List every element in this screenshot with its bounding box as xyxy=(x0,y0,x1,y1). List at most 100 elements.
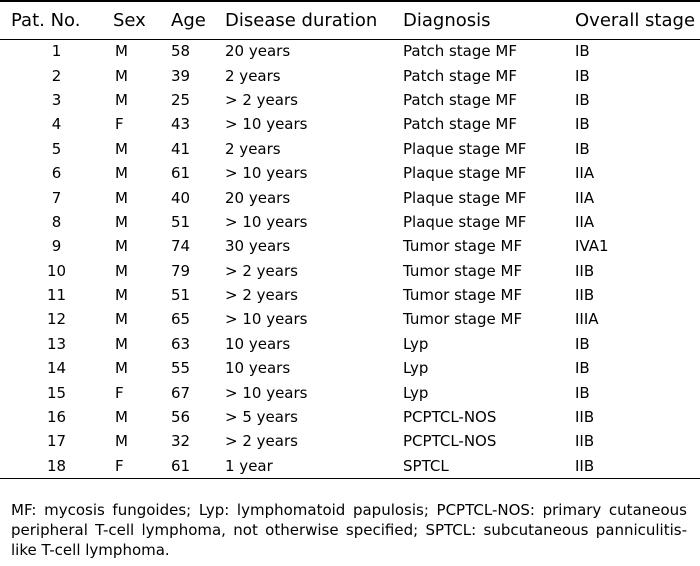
cell-diagnosis: Lyp xyxy=(403,383,429,402)
cell-overall-stage: IIA xyxy=(575,212,595,231)
cell-disease-duration: > 10 years xyxy=(225,310,308,329)
cell-disease-duration: 1 year xyxy=(225,453,403,479)
cell-pat-no: 11 xyxy=(46,286,67,305)
cell-sex: M xyxy=(115,408,128,427)
cell-diagnosis: PCPTCL-NOS xyxy=(403,408,497,427)
cell-age: 61 xyxy=(171,453,225,479)
patient-table-container: Pat. No. Sex Age Disease duration Diagno… xyxy=(0,0,700,479)
cell-diagnosis: Plaque stage MF xyxy=(403,188,527,207)
cell-sex: F xyxy=(115,115,124,134)
cell-sex: M xyxy=(115,188,128,207)
cell-sex: M xyxy=(115,139,128,158)
cell-sex: M xyxy=(115,42,128,61)
cell-sex: M xyxy=(115,310,128,329)
cell-age: 74 xyxy=(171,237,191,256)
cell-sex: M xyxy=(115,90,128,109)
cell-pat-no: 8 xyxy=(51,212,62,231)
cell-overall-stage: IIB xyxy=(575,453,700,479)
cell-diagnosis: Tumor stage MF xyxy=(403,261,523,280)
cell-overall-stage: IB xyxy=(575,115,590,134)
cell-disease-duration: > 2 years xyxy=(225,286,298,305)
cell-pat-no: 17 xyxy=(46,432,67,451)
table-row: 7 M 40 20 years Plaque stage MF IIA xyxy=(0,185,700,209)
cell-overall-stage: IVA1 xyxy=(575,237,609,256)
cell-pat-no: 9 xyxy=(51,237,62,256)
cell-pat-no: 4 xyxy=(51,115,62,134)
cell-pat-no: 2 xyxy=(51,66,62,85)
cell-overall-stage: IB xyxy=(575,334,590,353)
cell-pat-no: 14 xyxy=(46,359,67,378)
cell-sex: M xyxy=(115,286,128,305)
table-body: 1 M 58 20 years Patch stage MF IB 2 M 39 2 years P… xyxy=(0,39,700,479)
cell-diagnosis: Plaque stage MF xyxy=(403,139,527,158)
patient-table: Pat. No. Sex Age Disease duration Diagno… xyxy=(0,0,700,479)
cell-overall-stage: IIB xyxy=(575,261,595,280)
table-row: 17 M 32 > 2 years PCPTCL-NOS IIB xyxy=(0,429,700,453)
cell-diagnosis: Plaque stage MF xyxy=(403,164,527,183)
cell-diagnosis: PCPTCL-NOS xyxy=(403,432,497,451)
cell-diagnosis: Plaque stage MF xyxy=(403,212,527,231)
cell-pat-no: 1 xyxy=(51,42,62,61)
cell-sex: F xyxy=(113,453,171,479)
cell-overall-stage: IIA xyxy=(575,164,595,183)
header-pat-no: Pat. No. xyxy=(0,0,113,40)
cell-age: 65 xyxy=(171,310,191,329)
cell-disease-duration: 10 years xyxy=(225,334,291,353)
cell-disease-duration: > 10 years xyxy=(225,115,308,134)
header-diagnosis: Diagnosis xyxy=(403,0,575,40)
cell-sex: M xyxy=(115,432,128,451)
cell-sex: M xyxy=(115,212,128,231)
table-row: 4 F 43 > 10 years Patch stage MF IB xyxy=(0,112,700,136)
cell-pat-no: 7 xyxy=(51,188,62,207)
table-row: 10 M 79 > 2 years Tumor stage MF IIB xyxy=(0,259,700,283)
table-row: 3 M 25 > 2 years Patch stage MF IB xyxy=(0,88,700,112)
cell-age: 63 xyxy=(171,334,191,353)
cell-diagnosis: Lyp xyxy=(403,334,429,353)
cell-age: 55 xyxy=(171,359,191,378)
cell-sex: M xyxy=(115,334,128,353)
cell-age: 39 xyxy=(171,66,191,85)
cell-age: 79 xyxy=(171,261,191,280)
table-header: Pat. No. Sex Age Disease duration Diagno… xyxy=(0,0,700,40)
cell-age: 56 xyxy=(171,408,191,427)
cell-age: 61 xyxy=(171,164,191,183)
header-age: Age xyxy=(171,0,225,40)
cell-overall-stage: IB xyxy=(575,139,590,158)
cell-age: 43 xyxy=(171,115,191,134)
cell-sex: M xyxy=(115,359,128,378)
table-row: 18 F 61 1 year SPTCL IIB xyxy=(0,453,700,479)
table-row: 11 M 51 > 2 years Tumor stage MF IIB xyxy=(0,283,700,307)
cell-age: 67 xyxy=(171,383,191,402)
cell-age: 51 xyxy=(171,212,191,231)
cell-sex: F xyxy=(115,383,124,402)
cell-pat-no: 3 xyxy=(51,90,62,109)
cell-age: 25 xyxy=(171,90,191,109)
cell-disease-duration: > 5 years xyxy=(225,408,298,427)
table-row: 6 M 61 > 10 years Plaque stage MF IIA xyxy=(0,161,700,185)
cell-overall-stage: IIB xyxy=(575,286,595,305)
cell-disease-duration: > 10 years xyxy=(225,164,308,183)
cell-disease-duration: 20 years xyxy=(225,42,291,61)
header-row: Pat. No. Sex Age Disease duration Diagno… xyxy=(0,0,700,40)
cell-diagnosis: Patch stage MF xyxy=(403,66,517,85)
cell-pat-no: 12 xyxy=(46,310,67,329)
cell-diagnosis: Tumor stage MF xyxy=(403,237,523,256)
table-row: 15 F 67 > 10 years Lyp IB xyxy=(0,380,700,404)
cell-diagnosis: Tumor stage MF xyxy=(403,286,523,305)
cell-disease-duration: 2 years xyxy=(225,66,281,85)
header-disease-duration: Disease duration xyxy=(225,0,403,40)
table-row: 5 M 41 2 years Plaque stage MF IB xyxy=(0,137,700,161)
table-row: 13 M 63 10 years Lyp IB xyxy=(0,332,700,356)
cell-age: 58 xyxy=(171,42,191,61)
cell-disease-duration: 10 years xyxy=(225,359,291,378)
header-sex: Sex xyxy=(113,0,171,40)
table-row: 16 M 56 > 5 years PCPTCL-NOS IIB xyxy=(0,405,700,429)
table-row: 9 M 74 30 years Tumor stage MF IVA1 xyxy=(0,234,700,258)
cell-pat-no: 13 xyxy=(46,334,67,353)
cell-diagnosis: Tumor stage MF xyxy=(403,310,523,329)
cell-sex: M xyxy=(115,164,128,183)
cell-overall-stage: IIIA xyxy=(575,310,599,329)
cell-overall-stage: IB xyxy=(575,42,590,61)
cell-age: 40 xyxy=(171,188,191,207)
cell-diagnosis: Patch stage MF xyxy=(403,90,517,109)
